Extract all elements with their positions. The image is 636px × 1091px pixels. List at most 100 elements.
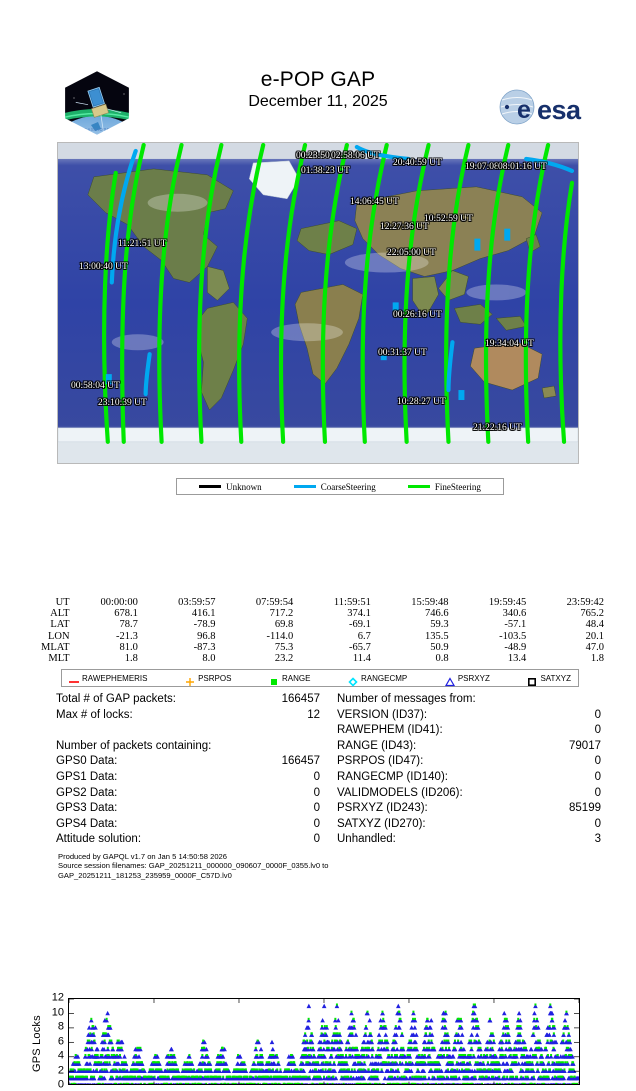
map-legend-entry-coarsesteering: CoarseSteering	[293, 481, 376, 492]
title-block: e-POP GAP December 11, 2025	[0, 68, 636, 111]
orbit-param-value: 69.8	[274, 619, 294, 631]
orbit-param-value: 00:00:00	[100, 597, 138, 608]
orbit-param-value: 03:59:57	[178, 597, 216, 608]
plot-area[interactable]	[68, 998, 580, 1085]
legend-marker-diamond	[348, 674, 358, 687]
stat-row: Unhandled: 3	[337, 832, 617, 848]
footer-provenance: Produced by GAPQL v1.7 on Jan 5 14:50:58…	[58, 852, 618, 880]
legend-label: Unknown	[226, 481, 262, 492]
orbit-param-value: 678.1	[114, 608, 138, 620]
gps-locks-plot-panel: GPS Locks 12 10 8 6 4 2 0	[0, 497, 636, 1090]
stat-label: Unhandled:	[337, 833, 396, 846]
data-legend-entry-satxyz: SATXYZ	[527, 674, 571, 686]
orbit-param-label: MLT	[48, 653, 70, 665]
stat-label: GPS3 Data:	[56, 802, 118, 815]
stat-value: 0	[313, 770, 320, 783]
orbit-param-value: 50.9	[430, 641, 449, 653]
orbit-param-value: 11.4	[352, 653, 371, 665]
orbit-param-value: 81.0	[119, 641, 138, 653]
stat-row: RANGE (ID43): 79017	[337, 739, 617, 755]
legend-marker-square-open	[527, 674, 537, 686]
gps-locks-scatter-graphic	[69, 999, 579, 1084]
max-locks-row: Max # of locks: 12	[56, 708, 346, 724]
legend-marker-line	[69, 674, 79, 683]
stat-value: 0	[313, 786, 320, 799]
total-packets-label: Total # of GAP packets:	[56, 693, 176, 705]
orbit-param-value: 20.1	[585, 630, 604, 642]
orbit-param-value: -103.5	[499, 630, 527, 642]
stat-value: 0	[594, 770, 601, 783]
spacer	[56, 723, 346, 739]
cassiope-mission-patch-icon: CASSIOPE	[62, 68, 132, 138]
footer-line-produced-by: Produced by GAPQL v1.7 on Jan 5 14:50:58…	[58, 852, 228, 861]
stat-label: GPS0 Data:	[56, 755, 118, 768]
message-statistics-column: Number of messages from: VERSION (ID37):…	[337, 692, 617, 848]
stat-label: PSRPOS (ID47):	[337, 755, 424, 768]
orbit-param-value: 96.8	[197, 630, 216, 642]
orbit-param-row-ut: UT 00:00:00 03:59:57 07:59:54 11:59:51 15:59:…	[34, 597, 604, 608]
orbit-param-value: 1.8	[124, 653, 138, 665]
orbit-param-value: 07:59:54	[255, 597, 294, 608]
legend-marker-plus	[185, 674, 195, 686]
stat-value: 0	[313, 817, 320, 830]
orbit-param-value: 23.2	[274, 653, 294, 665]
plot-y-tick-2: 2	[57, 1064, 64, 1076]
total-packets-row: Total # of GAP packets: 166457	[56, 692, 346, 708]
stat-label: VERSION (ID37):	[337, 708, 428, 721]
stat-value: 0	[594, 786, 601, 799]
message-type-legend: RAWEPHEMERIS PSRPOS RANGE RANGECMP PSRXYZ SAT…	[61, 669, 579, 687]
data-legend-entry-psrpos: PSRPOS	[185, 674, 231, 686]
stat-label: SATXYZ (ID270):	[337, 817, 426, 830]
stat-row: GPS0 Data: 166457	[56, 754, 346, 770]
orbit-param-row-mlat: MLAT 81.0 -87.3 75.3 -65.7 50.9 -48.9 47.0	[34, 642, 604, 653]
orbit-param-value: 1.8	[590, 653, 604, 665]
legend-marker-square	[269, 674, 278, 685]
orbit-param-label: LON	[48, 630, 70, 642]
statistics-section: Total # of GAP packets: 166457 Max # of …	[0, 692, 636, 845]
orbit-param-value: -21.3	[115, 630, 138, 642]
total-packets-value: 166457	[281, 693, 320, 705]
stat-value: 0	[313, 833, 320, 846]
world-map-ground-track-panel[interactable]: 00:23:50 02:58:06 UT 20:40:59 UT 01:38:23 U…	[57, 142, 579, 464]
footer-line-source-start: Source session filenames: GAP_20251211_0…	[58, 861, 329, 871]
orbit-param-value: 8.0	[202, 653, 216, 665]
stat-row: GPS1 Data: 0	[56, 770, 346, 786]
stat-row: RANGECMP (ID140): 0	[337, 770, 617, 786]
orbit-param-value: 746.6	[424, 608, 449, 620]
stat-value: 79017	[569, 739, 601, 752]
orbit-param-value: -48.9	[504, 641, 527, 653]
plot-y-tick-12: 12	[51, 991, 64, 1004]
orbit-param-value: 15:59:48	[411, 597, 449, 608]
orbit-param-value: 13.4	[507, 653, 527, 665]
orbit-param-value: 23:59:42	[566, 597, 604, 608]
orbit-param-value: -87.3	[193, 641, 216, 653]
orbit-param-value: -65.7	[349, 641, 371, 653]
svg-text:e: e	[517, 96, 531, 124]
orbit-param-value: 75.3	[274, 641, 294, 653]
stat-label: GPS4 Data:	[56, 817, 118, 830]
orbit-param-row-lat: LAT 78.7 -78.9 69.8 -69.1 59.3 -57.1 48.4	[34, 619, 604, 630]
stat-row: VALIDMODELS (ID206): 0	[337, 786, 617, 802]
page-header: CASSIOPE e-POP GAP December 11, 2025 e e…	[0, 0, 636, 138]
orbit-param-label: MLAT	[41, 641, 70, 653]
stat-row: PSRXYZ (ID243): 85199	[337, 801, 617, 817]
orbit-param-value: 374.1	[347, 608, 371, 620]
plot-y-tick-8: 8	[57, 1020, 64, 1033]
legend-label: PSRXYZ	[457, 673, 490, 683]
stat-value: 0	[313, 802, 320, 815]
legend-label: CoarseSteering	[320, 481, 376, 492]
orbit-param-value: -69.1	[349, 619, 371, 631]
orbit-param-value: 0.8	[435, 653, 449, 665]
packets-containing-header: Number of packets containing:	[56, 739, 212, 752]
data-legend-entry-psrxyz: PSRXYZ	[444, 673, 490, 686]
page-subtitle-date: December 11, 2025	[248, 93, 388, 110]
orbit-param-value: 717.2	[269, 608, 294, 620]
data-legend-entry-rangecmp: RANGECMP	[348, 674, 407, 687]
stat-label: RANGE (ID43):	[337, 739, 417, 752]
legend-color-swatch	[293, 485, 316, 488]
stat-row: GPS4 Data: 0	[56, 817, 346, 833]
stat-row: GPS2 Data: 0	[56, 786, 346, 802]
stat-value: 0	[594, 708, 601, 721]
stat-row: VERSION (ID37): 0	[337, 708, 617, 724]
page-title: e-POP GAP	[260, 68, 376, 91]
